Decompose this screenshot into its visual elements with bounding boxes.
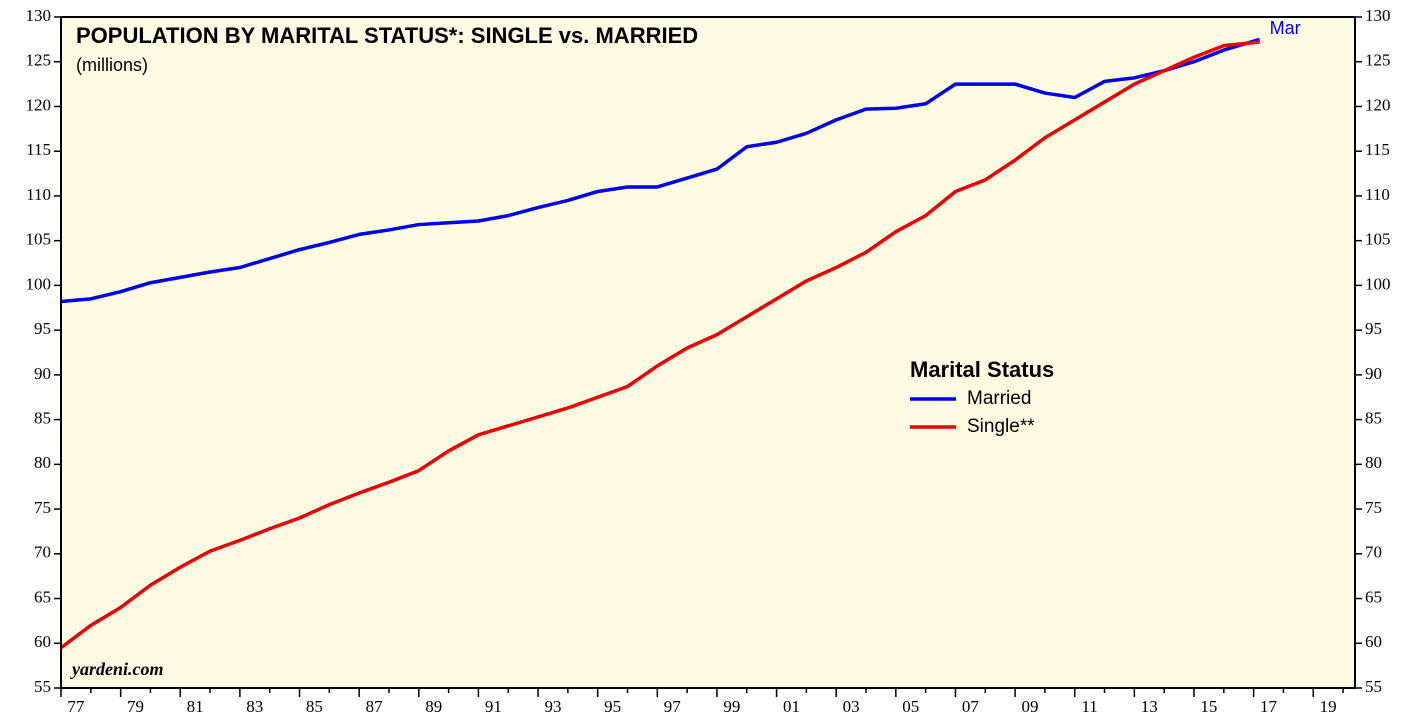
x-tick-label: 97 — [664, 697, 682, 716]
x-tick-label: 77 — [67, 697, 85, 716]
x-tick-label: 99 — [723, 697, 740, 716]
y2-tick-label: 100 — [1365, 274, 1391, 293]
source: yardeni.com — [70, 659, 164, 679]
y2-tick-label: 105 — [1365, 230, 1391, 249]
legend-label: Single** — [967, 416, 1035, 437]
y2-tick-label: 130 — [1365, 6, 1391, 25]
x-tick-label: 01 — [783, 697, 800, 716]
y-tick-label: 115 — [26, 140, 51, 159]
y-tick-label: 75 — [34, 498, 51, 517]
y2-tick-label: 110 — [1365, 185, 1390, 204]
y-tick-label: 125 — [26, 51, 52, 70]
y2-tick-label: 115 — [1365, 140, 1390, 159]
y-tick-label: 100 — [26, 274, 52, 293]
y2-tick-label: 95 — [1365, 319, 1382, 338]
x-tick-label: 91 — [485, 697, 502, 716]
y-tick-label: 120 — [26, 95, 52, 114]
chart-title: POPULATION BY MARITAL STATUS*: SINGLE vs… — [76, 23, 698, 48]
series-line — [60, 37, 1261, 304]
y2-tick-label: 120 — [1365, 95, 1391, 114]
y-tick-label: 105 — [26, 230, 52, 249]
y2-tick-label: 60 — [1365, 632, 1382, 651]
x-tick-label: 83 — [246, 697, 263, 716]
x-tick-label: 81 — [187, 697, 204, 716]
y-tick-label: 60 — [34, 632, 51, 651]
x-tick-label: 79 — [127, 697, 144, 716]
x-tick-label: 17 — [1260, 697, 1278, 716]
y-tick-label: 110 — [26, 185, 51, 204]
x-tick-label: 11 — [1081, 697, 1097, 716]
x-tick-label: 09 — [1022, 697, 1039, 716]
x-tick-label: 05 — [902, 697, 919, 716]
x-tick-label: 15 — [1200, 697, 1217, 716]
x-tick-label: 03 — [843, 697, 860, 716]
y-tick-label: 95 — [34, 319, 51, 338]
y-tick-label: 70 — [34, 543, 51, 562]
x-tick-label: 07 — [962, 697, 980, 716]
x-tick-label: 89 — [425, 697, 442, 716]
y-tick-label: 90 — [34, 364, 51, 383]
x-tick-label: 19 — [1320, 697, 1337, 716]
x-tick-label: 87 — [366, 697, 384, 716]
y2-tick-label: 90 — [1365, 364, 1382, 383]
y-tick-label: 65 — [34, 587, 51, 606]
x-tick-label: 95 — [604, 697, 621, 716]
y2-tick-label: 70 — [1365, 543, 1382, 562]
x-tick-label: 93 — [544, 697, 561, 716]
y2-tick-label: 125 — [1365, 51, 1391, 70]
annotation: Mar — [1270, 18, 1301, 38]
plot-area — [61, 17, 1355, 688]
y-tick-label: 55 — [34, 677, 51, 696]
legend-title: Marital Status — [910, 357, 1054, 382]
y2-tick-label: 80 — [1365, 453, 1382, 472]
y2-tick-label: 85 — [1365, 409, 1382, 428]
x-tick-label: 13 — [1141, 697, 1158, 716]
y-tick-label: 80 — [34, 453, 51, 472]
y2-tick-label: 75 — [1365, 498, 1382, 517]
legend-label: Married — [967, 388, 1031, 409]
y2-tick-label: 65 — [1365, 587, 1382, 606]
chart-subtitle: (millions) — [76, 55, 148, 75]
plot — [59, 37, 1261, 650]
plot-border — [60, 16, 1356, 689]
x-tick-label: 85 — [306, 697, 323, 716]
y-tick-label: 130 — [26, 6, 52, 25]
y-tick-label: 85 — [34, 409, 51, 428]
series-line — [59, 40, 1260, 650]
y2-tick-label: 55 — [1365, 677, 1382, 696]
